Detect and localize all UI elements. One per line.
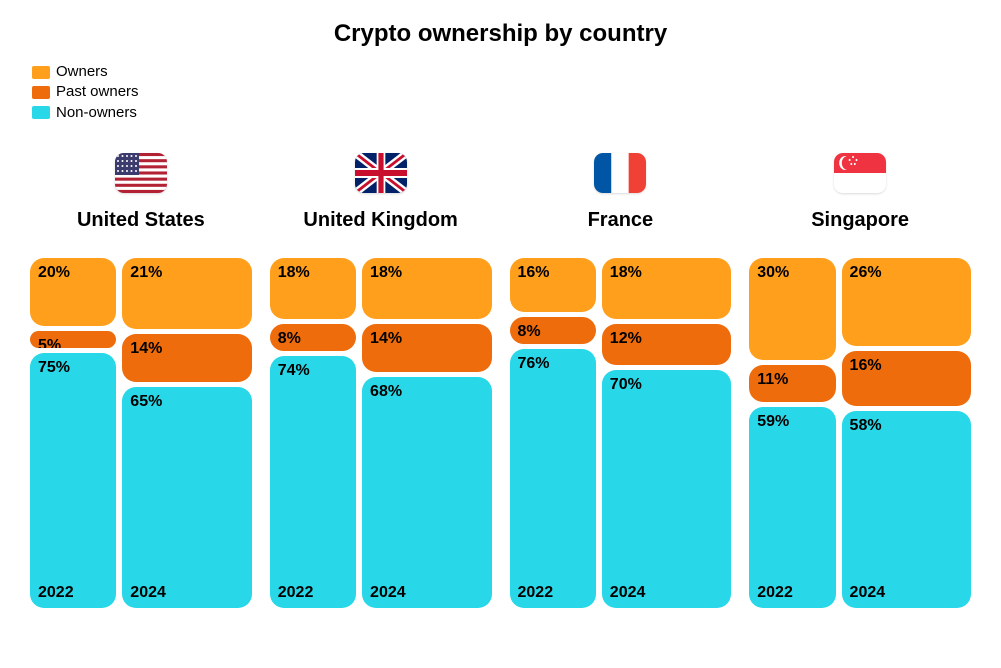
segment-past_owners: 14% <box>122 334 251 382</box>
segment-non_owners: 70% 2024 <box>602 370 731 608</box>
year-column-2024: 26% 16% 58% 2024 <box>842 258 971 608</box>
legend-label: Non-owners <box>56 103 137 123</box>
segment-value: 8% <box>278 330 348 348</box>
year-label: 2022 <box>757 584 827 602</box>
flag-us-icon <box>115 153 167 193</box>
segment-value: 8% <box>518 323 588 341</box>
segment-value: 16% <box>518 264 588 282</box>
segment-value: 18% <box>278 264 348 282</box>
segment-value: 58% <box>850 417 963 435</box>
segment-non_owners: 59% 2022 <box>749 407 835 608</box>
segment-value: 59% <box>757 413 827 431</box>
segment-past_owners: 5% <box>30 331 116 348</box>
segment-value: 12% <box>610 330 723 348</box>
segment-non_owners: 76% 2022 <box>510 349 596 607</box>
segment-past_owners: 14% <box>362 324 491 372</box>
year-label: 2024 <box>610 584 723 602</box>
year-label: 2022 <box>518 584 588 602</box>
segment-past_owners: 8% <box>270 324 356 351</box>
segment-value: 70% <box>610 376 723 394</box>
legend-label: Past owners <box>56 82 139 102</box>
segment-non_owners: 74% 2022 <box>270 356 356 608</box>
legend-item-non_owners: Non-owners <box>32 103 971 123</box>
flag-uk-icon <box>355 153 407 193</box>
year-column-2022: 16% 8% 76% 2022 <box>510 258 596 608</box>
segment-value: 30% <box>757 264 827 282</box>
segment-value: 16% <box>850 357 963 375</box>
year-label: 2024 <box>370 584 483 602</box>
segment-owners: 20% <box>30 258 116 326</box>
segment-owners: 26% <box>842 258 971 346</box>
legend-swatch-owners <box>32 66 50 79</box>
segment-owners: 21% <box>122 258 251 329</box>
segment-owners: 30% <box>749 258 835 360</box>
country-name: United States <box>77 209 205 232</box>
segment-owners: 18% <box>362 258 491 319</box>
year-column-2022: 20% 5% 75% 2022 <box>30 258 116 608</box>
flag-sg-icon <box>834 153 886 193</box>
segment-value: 26% <box>850 264 963 282</box>
segment-past_owners: 11% <box>749 365 835 402</box>
country-name: Singapore <box>811 209 909 232</box>
year-column-2022: 18% 8% 74% 2022 <box>270 258 356 608</box>
segment-owners: 16% <box>510 258 596 312</box>
legend-item-past_owners: Past owners <box>32 82 971 102</box>
segment-value: 11% <box>757 371 827 389</box>
legend-label: Owners <box>56 62 108 82</box>
segment-non_owners: 68% 2024 <box>362 377 491 608</box>
country-name: France <box>588 209 654 232</box>
segment-value: 18% <box>610 264 723 282</box>
segment-value: 74% <box>278 362 348 380</box>
flag-fr-icon <box>594 153 646 193</box>
year-column-2024: 21% 14% 65% 2024 <box>122 258 251 608</box>
countries-row: United States 20% 5% 75% 2022 21% 14% 65% 2024 U… <box>30 153 971 608</box>
bars: 30% 11% 59% 2022 26% 16% 58% 2024 <box>749 258 971 608</box>
year-label: 2024 <box>130 584 243 602</box>
segment-value: 68% <box>370 383 483 401</box>
segment-value: 65% <box>130 393 243 411</box>
segment-non_owners: 75% 2022 <box>30 353 116 608</box>
year-label: 2024 <box>850 584 963 602</box>
country-uk: United Kingdom 18% 8% 74% 2022 18% 14% 68% 2024 <box>270 153 492 608</box>
legend-swatch-non_owners <box>32 106 50 119</box>
chart-title: Crypto ownership by country <box>30 20 971 48</box>
legend-swatch-past_owners <box>32 86 50 99</box>
segment-past_owners: 8% <box>510 317 596 344</box>
year-column-2022: 30% 11% 59% 2022 <box>749 258 835 608</box>
year-label: 2022 <box>278 584 348 602</box>
legend: OwnersPast ownersNon-owners <box>32 62 971 123</box>
country-name: United Kingdom <box>303 209 457 232</box>
bars: 20% 5% 75% 2022 21% 14% 65% 2024 <box>30 258 252 608</box>
year-column-2024: 18% 14% 68% 2024 <box>362 258 491 608</box>
country-us: United States 20% 5% 75% 2022 21% 14% 65% 2024 <box>30 153 252 608</box>
segment-value: 14% <box>130 340 243 358</box>
segment-value: 75% <box>38 359 108 377</box>
segment-value: 21% <box>130 264 243 282</box>
bars: 18% 8% 74% 2022 18% 14% 68% 2024 <box>270 258 492 608</box>
bars: 16% 8% 76% 2022 18% 12% 70% 2024 <box>510 258 732 608</box>
segment-value: 14% <box>370 330 483 348</box>
legend-item-owners: Owners <box>32 62 971 82</box>
segment-value: 5% <box>38 337 108 348</box>
segment-non_owners: 65% 2024 <box>122 387 251 608</box>
country-fr: France 16% 8% 76% 2022 18% 12% 70% 2024 <box>510 153 732 608</box>
segment-value: 18% <box>370 264 483 282</box>
segment-owners: 18% <box>602 258 731 319</box>
segment-value: 76% <box>518 355 588 373</box>
segment-past_owners: 16% <box>842 351 971 405</box>
year-column-2024: 18% 12% 70% 2024 <box>602 258 731 608</box>
segment-owners: 18% <box>270 258 356 319</box>
segment-non_owners: 58% 2024 <box>842 411 971 608</box>
year-label: 2022 <box>38 584 108 602</box>
segment-past_owners: 12% <box>602 324 731 365</box>
country-sg: Singapore 30% 11% 59% 2022 26% 16% 58% 2024 <box>749 153 971 608</box>
segment-value: 20% <box>38 264 108 282</box>
